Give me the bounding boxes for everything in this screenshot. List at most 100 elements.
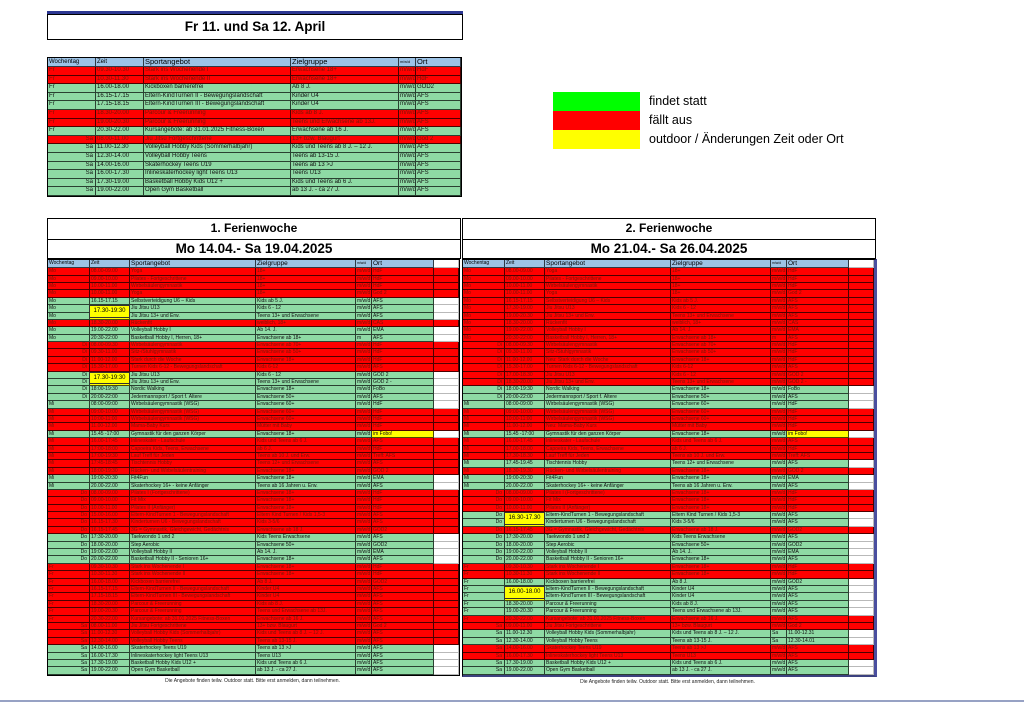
cell-group: Erwachsene 18+ [671, 475, 771, 483]
cell-day: Do [463, 556, 505, 564]
cell-mwd: m/w/d [356, 275, 372, 283]
cell-spill [434, 504, 459, 513]
cell-spill [434, 379, 459, 387]
cell-mwd: m/w/d [771, 416, 787, 424]
cell-group: Eltern Kind Turnen / Kids 1,5-3 [671, 512, 771, 520]
cell-day: Mo [463, 319, 505, 328]
cell-day: Fr [48, 585, 90, 594]
cell-ort: HdF [372, 563, 434, 572]
cell-time: 17.30-19.00 [96, 178, 144, 188]
cell-spill [849, 645, 874, 653]
cell-group: Kinder U4 [671, 593, 771, 601]
schedule-row: Fr 16.00-18.00 Kickboxen barrierefrei Ab 8 … [48, 578, 459, 586]
cell-sport: Eltern-KindTurnen 1 - Bewegungslandschaf… [130, 512, 256, 520]
merged-time-value: 17.30-19:30 [89, 371, 130, 385]
cell-spill [434, 401, 459, 409]
cell-spill [434, 356, 459, 365]
cell-mwd: m/w/d [356, 497, 372, 505]
cell-mwd: m/w/d [771, 556, 787, 564]
cell-spill [434, 497, 459, 505]
cell-day: Mi [463, 430, 505, 439]
cell-spill [434, 319, 459, 328]
cell-spill [434, 652, 459, 660]
cell-group: Erwachsene 60+ [671, 408, 771, 416]
schedule-row: Mi 09:00-10:00 Wirbelsäulengymnastik (WSG)… [463, 408, 874, 416]
cell-time: 20:30-22:00 [505, 334, 545, 343]
cell-group: Erwachsene 18+ [671, 386, 771, 394]
schedule-row: Fr 16.15-17.15 Eltern-KindTurnen II - Bewe… [48, 585, 459, 594]
cell-mwd: m/w/d [356, 327, 372, 335]
cell-mwd: m/w/d [399, 187, 416, 196]
schedule-row: Mi 11.00-12.00 Mama-Baby Kurs Mütter mit Ba… [48, 423, 459, 431]
cell-time: 12.30-14.00 [505, 637, 545, 646]
cell-sport: Rückenfit [545, 319, 671, 328]
schedule-row: Di 15.30-17.00 Turnen Kids 6-12 - Bewegung… [48, 364, 459, 372]
cell-group: Kids und Teens ab 6 J. [256, 438, 356, 446]
cell-day: Do [48, 549, 90, 557]
cell-mwd: m/w/d [771, 282, 787, 291]
cell-ort: AFS [372, 637, 434, 646]
cell-spill [434, 563, 459, 572]
cell-spill [434, 667, 459, 675]
cell-day: Sa [48, 152, 96, 162]
cell-day: Sa [48, 622, 90, 631]
cell-mwd: m/w/d [356, 297, 372, 306]
cell-sport: 3G = Gymnastik, Gleichgewicht, Gedächtni… [130, 526, 256, 535]
cell-mwd: m/w/d [356, 312, 372, 320]
cell-sport: Turnen Kids 6-12 - Bewegungslandschaft [130, 364, 256, 372]
cell-ort: AFS [372, 608, 434, 616]
cell-time: 09.00-10.00 [505, 275, 545, 283]
cell-group: Kids Teens Erwachsene [256, 534, 356, 542]
cell-mwd: m/w/d [399, 144, 416, 153]
schedule-row: Di 15.30-17.00 Turnen Kids 6-12 - Bewegung… [463, 364, 874, 372]
cell-ort: HdF [372, 571, 434, 579]
cell-ort: HdF [787, 571, 849, 579]
cell-group: Kids Teens Erwachsene [671, 534, 771, 542]
cell-day: Do [48, 497, 90, 505]
header-zeit: Zeit [505, 260, 545, 269]
cell-group: Erwachsene ab 18 J. [256, 526, 356, 535]
cell-spill [849, 408, 874, 416]
cell-day: Fr [48, 600, 90, 609]
schedule-row: Mi 16.00-17:45 Inlineskater - Laufschule Ki… [48, 438, 459, 446]
cell-sport: Capoeira Kids, Teens, Erwachsene [130, 445, 256, 453]
cell-sport: Jedermannsport / Sport f. Ältere [130, 393, 256, 402]
cell-spill [434, 445, 459, 453]
cell-ort: HdF [787, 445, 849, 453]
cell-sport: Wirbelsäulengymnastik (WSG) [130, 401, 256, 409]
cell-day: Do [463, 512, 505, 520]
cell-time: 10.30-11.30 [96, 75, 144, 85]
cell-time: 17.15-18.15 [90, 593, 130, 601]
cell-sport: Inlineskater - Laufschule [130, 438, 256, 446]
top-navy-line [47, 11, 463, 14]
cell-ort: AFS [787, 585, 849, 594]
cell-mwd: m/w/d [356, 637, 372, 646]
cell-sport: Wirbelsäulengymnastik (WSG) [130, 408, 256, 416]
cell-day: Fr [463, 585, 505, 594]
cell-day: Mo [463, 297, 505, 306]
cell-mwd: m/w/d [356, 622, 372, 631]
cell-sport: Pilates I (Fortgeschrittene) [545, 489, 671, 498]
cell-spill [434, 519, 459, 527]
cell-mwd: m/w/d [771, 349, 787, 357]
cell-spill [849, 342, 874, 350]
cell-spill [849, 571, 874, 579]
cell-ort: HdF [372, 342, 434, 350]
cell-spill [849, 526, 874, 535]
cell-mwd: m/w/d [356, 489, 372, 498]
cell-ort: AFS [787, 600, 849, 609]
cell-day: Mi [463, 475, 505, 483]
schedule-row: Mi 17.45-19.45 Tischtennis Hobby Teens 12+ … [463, 460, 874, 468]
cell-day: Fr [48, 92, 96, 102]
cell-day: Fr [463, 608, 505, 616]
cell-group: Erwachsene 18+ [291, 67, 399, 76]
schedule-row: Fr 17.15-18.15 Eltern-KindTurnen III - Bew… [48, 101, 461, 110]
cell-group: Ab 14. J. [671, 327, 771, 335]
cell-spill [849, 652, 874, 660]
cell-mwd: m/w/d [399, 101, 416, 110]
cell-group: 18+ [256, 275, 356, 283]
cell-group: Ab 14. J. [256, 327, 356, 335]
merged-time-value: 16.00-18.00 [504, 585, 545, 599]
cell-day: Mo [48, 268, 90, 276]
cell-spill [434, 393, 459, 402]
